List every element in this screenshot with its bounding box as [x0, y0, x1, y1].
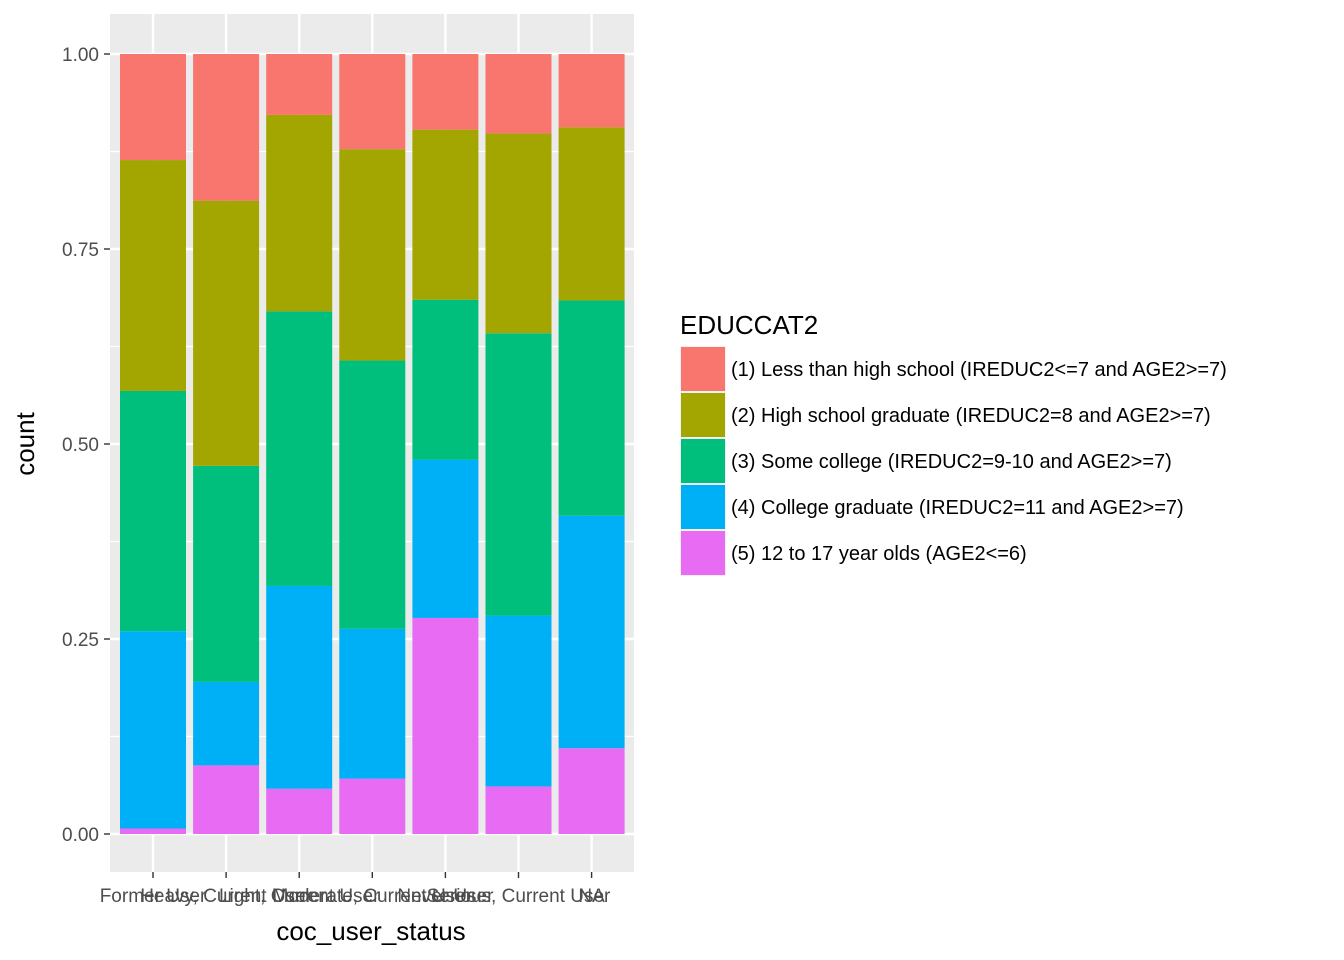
- bars-group: [120, 54, 625, 834]
- bar-segment: [193, 200, 260, 466]
- bar-segment: [558, 748, 625, 834]
- legend-label: (1) Less than high school (IREDUC2<=7 an…: [731, 359, 1227, 381]
- bar-segment: [120, 828, 186, 834]
- bar-segment: [339, 360, 406, 629]
- bar-segment: [339, 628, 406, 779]
- x-tick-label: Never User: [397, 886, 494, 907]
- legend-swatch: [681, 347, 725, 391]
- legend-label: (2) High school graduate (IREDUC2=8 and …: [731, 405, 1211, 427]
- legend-swatch: [681, 439, 725, 483]
- x-tick-label: Former User: [100, 886, 207, 907]
- bar-segment: [485, 54, 552, 134]
- bar-segment: [558, 515, 625, 749]
- legend-swatch: [681, 485, 725, 529]
- legend-label: (3) Some college (IREDUC2=9-10 and AGE2>…: [731, 451, 1172, 473]
- y-tick-label: 0.25: [62, 630, 99, 651]
- bar-segment: [339, 54, 406, 150]
- legend-label: (4) College graduate (IREDUC2=11 and AGE…: [731, 497, 1184, 519]
- bar-segment: [339, 778, 406, 834]
- y-tick-label: 0.00: [62, 825, 99, 846]
- bar-segment: [266, 114, 333, 312]
- bar-segment: [412, 129, 479, 300]
- x-tick-label: Serious, Current User: [427, 886, 611, 907]
- bar-segment: [485, 333, 552, 616]
- y-axis: 0.00 0.25 0.50 0.75 1.00: [62, 45, 110, 846]
- bar-segment: [412, 617, 479, 834]
- bar-segment: [193, 465, 260, 682]
- legend-swatch: [681, 531, 725, 575]
- legend: EDUCCAT2 (1) Less than high school (IRED…: [680, 310, 1227, 576]
- bar-segment: [412, 54, 479, 130]
- bar-segment: [193, 54, 260, 201]
- bar-segment: [193, 681, 260, 766]
- legend-label: (5) 12 to 17 year olds (AGE2<=6): [731, 543, 1027, 565]
- bar-segment: [558, 300, 625, 516]
- x-tick-label: Light, Current User: [219, 886, 380, 907]
- y-tick-label: 0.75: [62, 240, 99, 261]
- bar-segment: [266, 585, 333, 789]
- bar-segment: [485, 615, 552, 787]
- bar-segment: [120, 160, 186, 391]
- bar-segment: [485, 786, 552, 834]
- bar-segment: [120, 631, 186, 829]
- y-axis-title: count: [10, 411, 40, 475]
- bar-segment: [120, 390, 186, 632]
- bar-segment: [485, 133, 552, 334]
- bar-segment: [339, 149, 406, 361]
- legend-swatch: [681, 393, 725, 437]
- bar-segment: [266, 788, 333, 834]
- bar-segment: [412, 299, 479, 460]
- bar-segment: [558, 54, 625, 128]
- y-tick-label: 1.00: [62, 45, 99, 66]
- x-tick-label: Moderate, Current User: [273, 886, 473, 907]
- bar-segment: [193, 765, 260, 834]
- bar-segment: [120, 54, 186, 161]
- y-tick-label: 0.50: [62, 435, 99, 456]
- bar-segment: [558, 127, 625, 301]
- x-tick-label: NA: [578, 886, 605, 907]
- bar-segment: [412, 459, 479, 618]
- x-axis-title: coc_user_status: [276, 916, 465, 946]
- legend-title: EDUCCAT2: [680, 310, 818, 340]
- bar-segment: [266, 54, 333, 115]
- bar-segment: [266, 311, 333, 586]
- x-tick-label: Heavy, Current User: [140, 886, 312, 907]
